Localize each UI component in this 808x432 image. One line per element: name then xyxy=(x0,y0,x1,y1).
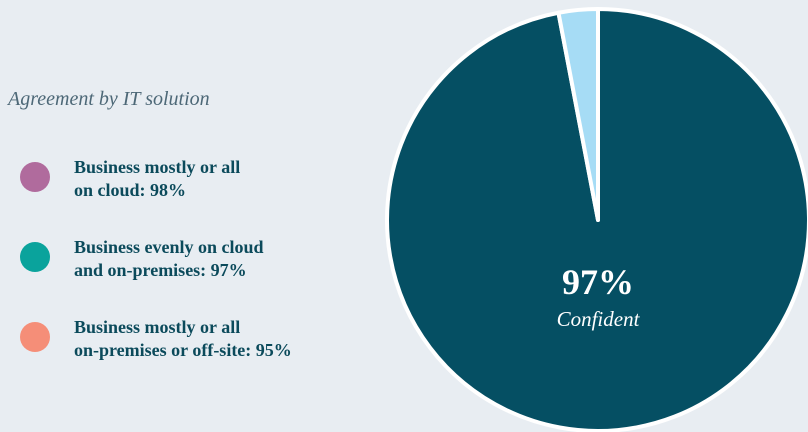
legend-dot xyxy=(20,322,50,352)
legend-text: Business mostly or all on-premises or off… xyxy=(74,316,292,362)
slice-category-label: Confident xyxy=(557,307,641,331)
legend-line: on-premises or off-site: 95% xyxy=(74,340,292,360)
legend-line: and on-premises: 97% xyxy=(74,260,247,280)
subtitle: Agreement by IT solution xyxy=(8,88,210,110)
legend-item: Business mostly or all on-premises or off… xyxy=(20,316,292,362)
legend-dot xyxy=(20,162,50,192)
legend-item: Business mostly or all on cloud: 98% xyxy=(20,156,240,202)
legend-dot xyxy=(20,242,50,272)
legend-item: Business evenly on cloud and on-premises:… xyxy=(20,236,264,282)
legend-line: Business mostly or all xyxy=(74,317,241,337)
legend-line: Business evenly on cloud xyxy=(74,237,264,257)
legend-line: Business mostly or all xyxy=(74,157,241,177)
pie-slice xyxy=(556,7,600,222)
legend-text: Business mostly or all on cloud: 98% xyxy=(74,156,240,202)
legend-line: on cloud: 98% xyxy=(74,180,187,200)
legend-text: Business evenly on cloud and on-premises:… xyxy=(74,236,264,282)
slice-value-label: 97% xyxy=(562,262,634,302)
